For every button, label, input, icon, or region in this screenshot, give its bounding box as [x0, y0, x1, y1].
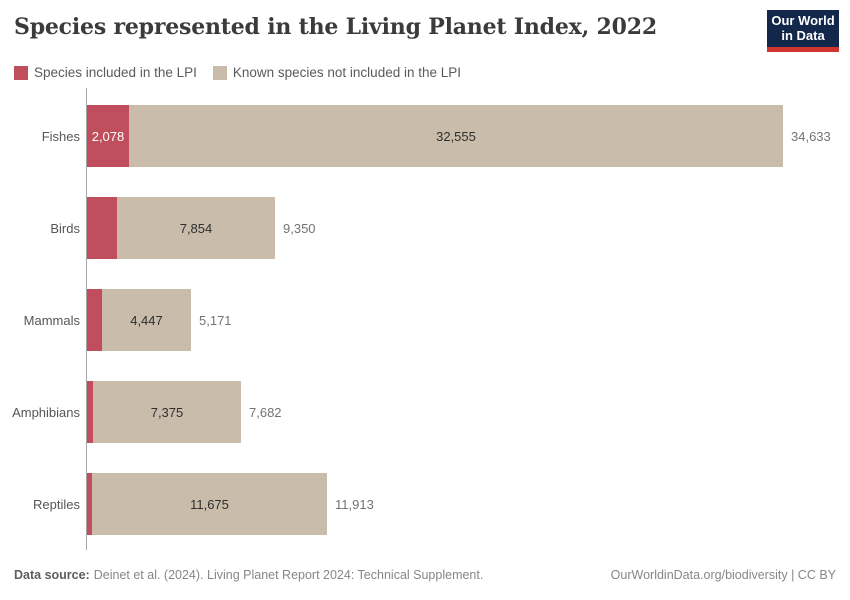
footer-source-label: Data source: — [14, 568, 90, 582]
segment-included-in-lpi — [87, 381, 93, 443]
bar-row: Amphibians 7,375 7,682 — [0, 366, 850, 458]
segment-not-included-in-lpi: 7,854 — [117, 197, 275, 259]
footer-source: Data source: Deinet et al. (2024). Living… — [14, 568, 483, 582]
stacked-bar: 11,675 — [87, 473, 327, 535]
owid-logo-line2: in Data — [781, 27, 825, 43]
segment-included-in-lpi — [87, 289, 102, 351]
category-label: Fishes — [41, 128, 80, 144]
category-label: Amphibians — [12, 404, 80, 420]
legend-swatch-not-included-icon — [212, 65, 227, 80]
total-label: 7,682 — [249, 404, 282, 420]
stacked-bar: 7,854 — [87, 197, 275, 259]
segment-not-included-in-lpi: 7,375 — [93, 381, 241, 443]
legend-label-included: Species included in the LPI — [34, 65, 197, 80]
footer-source-text: Deinet et al. (2024). Living Planet Repo… — [93, 568, 484, 582]
footer: Data source: Deinet et al. (2024). Living… — [14, 568, 836, 582]
owid-logo[interactable]: Our World in Data — [767, 10, 839, 52]
chart-title: Species represented in the Living Planet… — [14, 14, 657, 40]
segment-not-included-in-lpi: 32,555 — [129, 105, 783, 167]
legend-label-not-included: Known species not included in the LPI — [232, 65, 462, 80]
owid-logo-line1: Our World — [771, 12, 835, 28]
footer-link[interactable]: OurWorldinData.org/biodiversity | CC BY — [610, 568, 836, 582]
category-label: Mammals — [23, 312, 80, 328]
segment-included-in-lpi — [87, 473, 92, 535]
total-label: 9,350 — [283, 220, 316, 236]
category-label: Birds — [50, 220, 80, 236]
bar-row: Birds 7,854 9,350 — [0, 182, 850, 274]
bar-row: Mammals 4,447 5,171 — [0, 274, 850, 366]
bar-row: Reptiles 11,675 11,913 — [0, 458, 850, 550]
category-label: Reptiles — [33, 496, 80, 512]
total-label: 34,633 — [791, 128, 831, 144]
stacked-bar: 4,447 — [87, 289, 191, 351]
total-label: 11,913 — [335, 496, 374, 512]
total-label: 5,171 — [199, 312, 232, 328]
legend: Species included in the LPI Known specie… — [14, 65, 461, 80]
segment-included-in-lpi — [87, 197, 117, 259]
y-axis-line — [86, 88, 87, 550]
segment-not-included-in-lpi: 4,447 — [102, 289, 191, 351]
segment-included-in-lpi: 2,078 — [87, 105, 129, 167]
stacked-bar: 7,375 — [87, 381, 241, 443]
bar-row: Fishes 2,078 32,555 34,633 — [0, 90, 850, 182]
bar-rows: Fishes 2,078 32,555 34,633 Birds 7,854 9,350 Ma… — [0, 90, 850, 550]
segment-not-included-in-lpi: 11,675 — [92, 473, 327, 535]
legend-swatch-included-icon — [14, 65, 28, 80]
stacked-bar: 2,078 32,555 — [87, 105, 783, 167]
legend-item-included[interactable]: Species included in the LPI — [14, 65, 197, 80]
legend-item-not-included[interactable]: Known species not included in the LPI — [212, 65, 462, 80]
